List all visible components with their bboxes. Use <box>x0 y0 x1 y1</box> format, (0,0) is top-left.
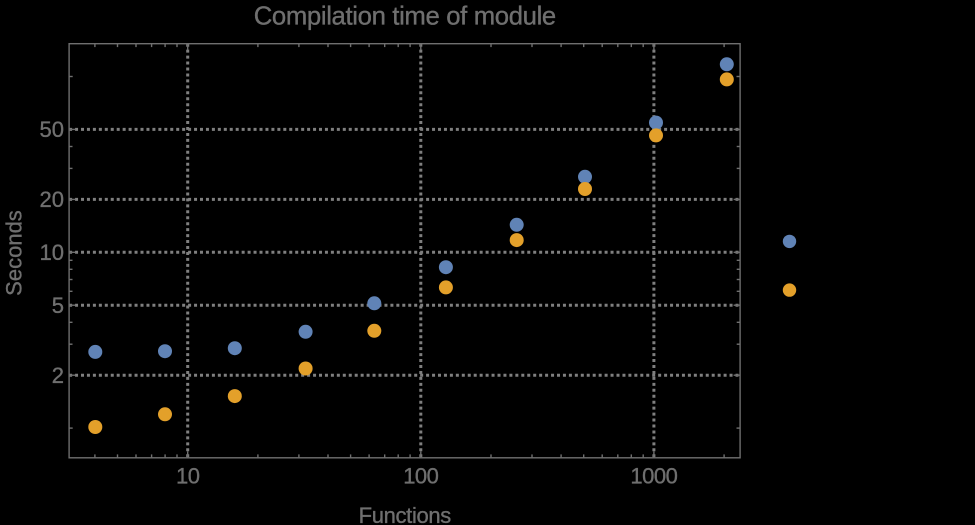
svg-text:100: 100 <box>403 464 438 489</box>
svg-text:50: 50 <box>40 117 64 142</box>
svg-text:Seconds: Seconds <box>2 210 27 296</box>
svg-text:20: 20 <box>40 187 64 212</box>
svg-text:1000: 1000 <box>630 464 677 489</box>
svg-text:10: 10 <box>40 240 64 265</box>
svg-text:Compilation time of module: Compilation time of module <box>254 2 556 30</box>
svg-text:10: 10 <box>176 464 200 489</box>
svg-text:5: 5 <box>52 293 64 318</box>
svg-text:Functions: Functions <box>359 503 452 525</box>
svg-text:2: 2 <box>52 363 64 388</box>
